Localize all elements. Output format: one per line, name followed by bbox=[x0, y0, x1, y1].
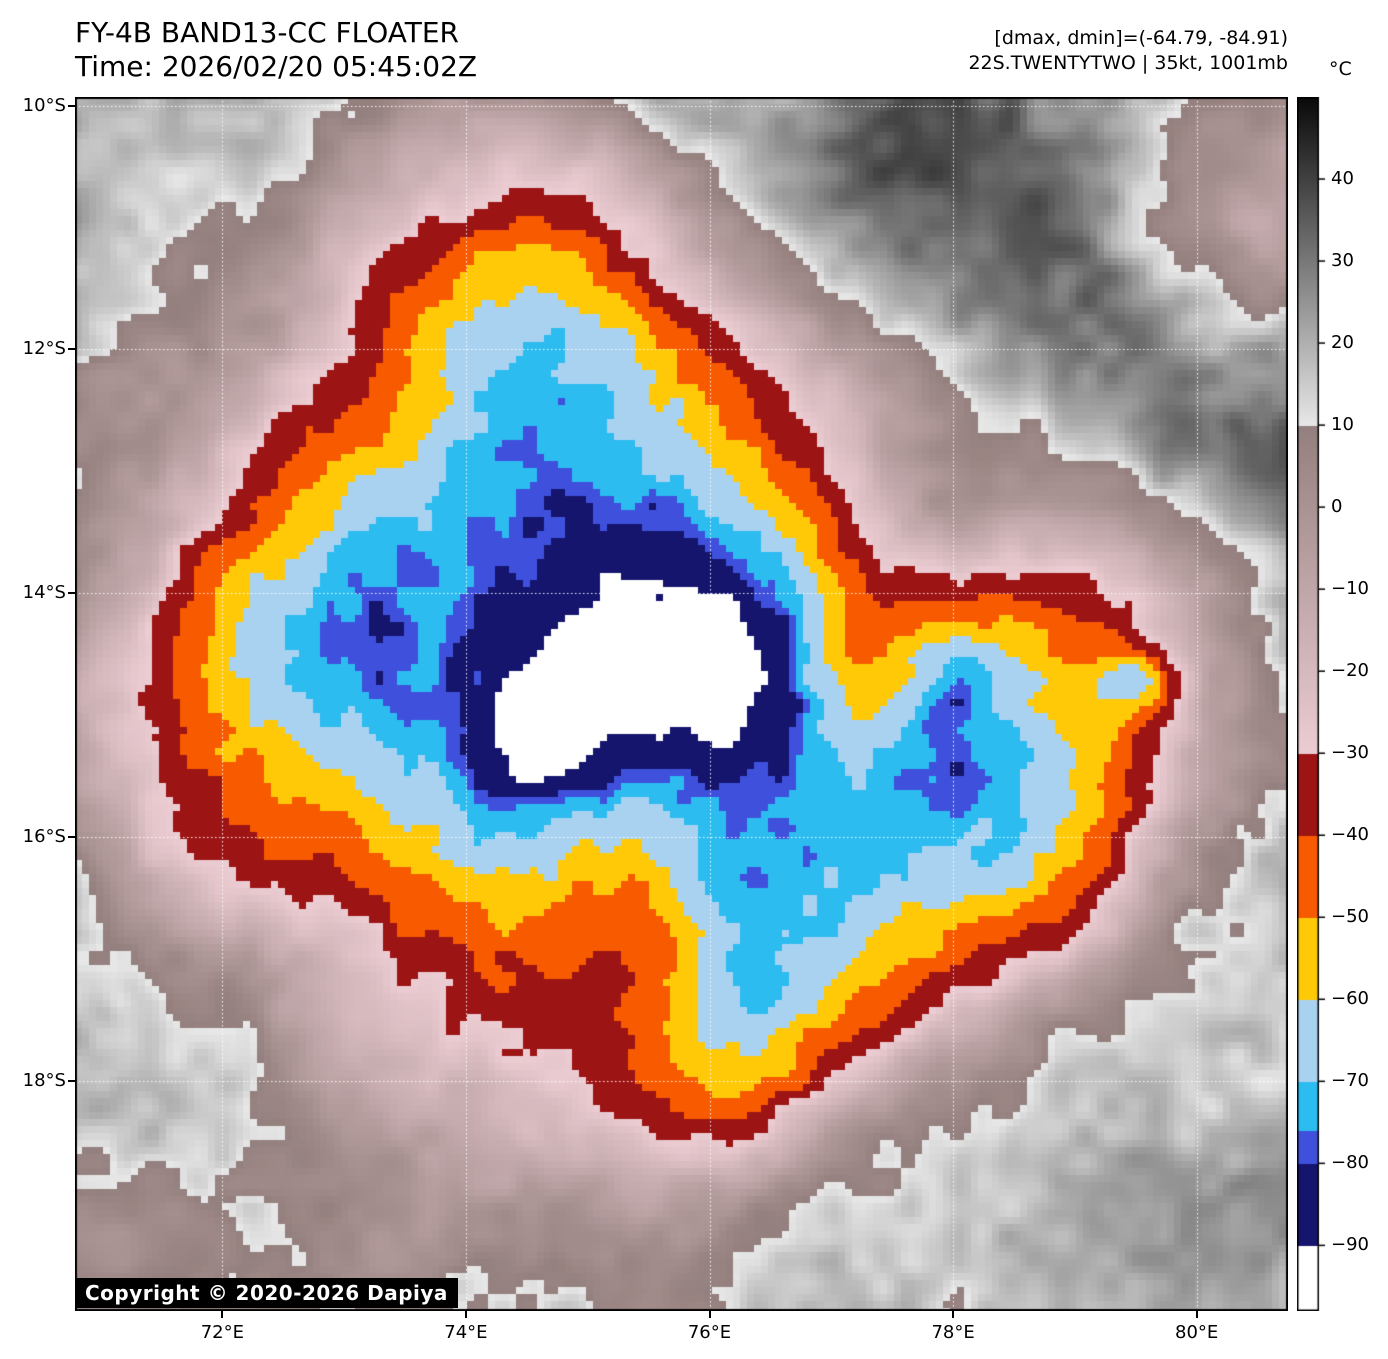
satellite-image-canvas bbox=[75, 97, 1288, 1311]
x-axis-tick-label: 78°E bbox=[931, 1322, 975, 1343]
colorbar-tick-label: 30 bbox=[1331, 250, 1354, 272]
y-axis-tick-label: 10°S bbox=[22, 94, 66, 116]
colorbar-tick-label: −30 bbox=[1331, 742, 1369, 764]
y-axis-tick-label: 16°S bbox=[22, 825, 66, 847]
figure-title: FY-4B BAND13-CC FLOATER bbox=[75, 16, 460, 49]
colorbar-tick-label: −10 bbox=[1331, 578, 1369, 600]
x-axis-tick-label: 76°E bbox=[687, 1322, 732, 1343]
y-axis-tick bbox=[68, 348, 75, 351]
copyright-badge: Copyright © 2020-2026 Dapiya bbox=[75, 1278, 458, 1308]
colorbar-canvas bbox=[1297, 97, 1327, 1311]
satellite-map: Copyright © 2020-2026 Dapiya bbox=[75, 97, 1288, 1311]
colorbar-tick-label: 40 bbox=[1331, 168, 1354, 190]
x-axis-tick-label: 74°E bbox=[444, 1322, 488, 1343]
x-axis-tick bbox=[221, 1311, 224, 1318]
colorbar-tick-label: 0 bbox=[1331, 496, 1343, 518]
x-axis-tick bbox=[708, 1311, 711, 1318]
colorbar-tick-label: −20 bbox=[1331, 660, 1369, 682]
x-axis-tick-label: 72°E bbox=[200, 1322, 244, 1343]
y-axis-tick bbox=[68, 592, 75, 595]
colorbar-tick-label: −90 bbox=[1331, 1234, 1369, 1256]
colorbar-unit-label: °C bbox=[1329, 58, 1352, 80]
y-axis-tick bbox=[68, 835, 75, 838]
x-axis-tick bbox=[1195, 1311, 1198, 1318]
storm-info-annotation: 22S.TWENTYTWO | 35kt, 1001mb bbox=[968, 52, 1288, 74]
colorbar-tick-label: 10 bbox=[1331, 414, 1354, 436]
dmax-dmin-annotation: [dmax, dmin]=(-64.79, -84.91) bbox=[994, 27, 1288, 49]
title-block: FY-4B BAND13-CC FLOATER Time: 2026/02/20… bbox=[75, 16, 477, 84]
y-axis-tick bbox=[68, 1079, 75, 1082]
annotation-block: [dmax, dmin]=(-64.79, -84.91) 22S.TWENTY… bbox=[968, 26, 1288, 76]
figure-timestamp: Time: 2026/02/20 05:45:02Z bbox=[75, 50, 478, 83]
colorbar-tick-label: −60 bbox=[1331, 988, 1369, 1010]
x-axis-tick-label: 80°E bbox=[1175, 1322, 1219, 1343]
x-axis-tick bbox=[952, 1311, 955, 1318]
y-axis-tick-label: 14°S bbox=[22, 582, 66, 604]
colorbar-tick-label: −50 bbox=[1331, 906, 1369, 928]
colorbar-tick-label: −80 bbox=[1331, 1152, 1369, 1174]
colorbar-tick-label: −70 bbox=[1331, 1070, 1369, 1092]
x-axis-tick bbox=[464, 1311, 467, 1318]
y-axis-tick bbox=[68, 104, 75, 107]
y-axis-tick-label: 18°S bbox=[22, 1069, 66, 1091]
y-axis-tick-label: 12°S bbox=[22, 338, 66, 360]
colorbar-tick-label: −40 bbox=[1331, 824, 1369, 846]
colorbar-tick-label: 20 bbox=[1331, 332, 1354, 354]
